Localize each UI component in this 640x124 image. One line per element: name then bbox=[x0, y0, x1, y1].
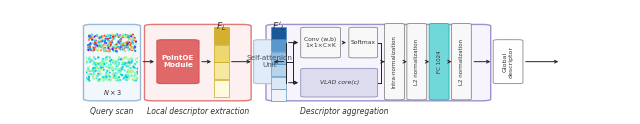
Bar bbox=[271, 64, 286, 76]
Text: VLAD core(c): VLAD core(c) bbox=[319, 80, 359, 85]
FancyBboxPatch shape bbox=[145, 24, 251, 101]
Text: Query scan: Query scan bbox=[90, 107, 134, 116]
Bar bbox=[271, 89, 286, 101]
Text: PointOE
Module: PointOE Module bbox=[162, 55, 194, 68]
Text: Global
descriptor: Global descriptor bbox=[502, 46, 513, 78]
Bar bbox=[271, 39, 286, 51]
Bar bbox=[214, 45, 229, 62]
FancyBboxPatch shape bbox=[407, 23, 427, 100]
FancyBboxPatch shape bbox=[493, 40, 523, 84]
Text: Intra-normalization: Intra-normalization bbox=[392, 35, 397, 88]
Bar bbox=[214, 62, 229, 79]
Text: Conv (w,b)
1×1×C×K: Conv (w,b) 1×1×C×K bbox=[305, 37, 337, 48]
Text: Self-attenion
Unit: Self-attenion Unit bbox=[247, 55, 292, 68]
FancyBboxPatch shape bbox=[301, 27, 340, 58]
Text: $F'_L$: $F'_L$ bbox=[272, 21, 285, 33]
Bar bbox=[214, 80, 229, 96]
FancyBboxPatch shape bbox=[253, 40, 286, 84]
FancyBboxPatch shape bbox=[429, 23, 449, 100]
FancyBboxPatch shape bbox=[83, 24, 141, 101]
FancyBboxPatch shape bbox=[349, 27, 378, 58]
FancyBboxPatch shape bbox=[451, 23, 471, 100]
Text: L2 normalization: L2 normalization bbox=[414, 39, 419, 85]
Text: L2 normalization: L2 normalization bbox=[459, 39, 464, 85]
Bar bbox=[271, 27, 286, 39]
FancyBboxPatch shape bbox=[301, 68, 378, 97]
Text: Local descriptor extraction: Local descriptor extraction bbox=[147, 107, 249, 116]
Bar bbox=[271, 77, 286, 89]
Bar bbox=[271, 52, 286, 64]
Text: Descriptor aggregation: Descriptor aggregation bbox=[300, 107, 389, 116]
Text: $N\times3$: $N\times3$ bbox=[102, 88, 122, 97]
FancyBboxPatch shape bbox=[157, 40, 199, 84]
FancyBboxPatch shape bbox=[266, 24, 491, 101]
FancyBboxPatch shape bbox=[385, 23, 404, 100]
Text: Softmax: Softmax bbox=[351, 40, 376, 45]
Text: FC 1024: FC 1024 bbox=[436, 50, 442, 73]
Bar bbox=[214, 27, 229, 44]
Text: $F_L$: $F_L$ bbox=[216, 21, 227, 33]
